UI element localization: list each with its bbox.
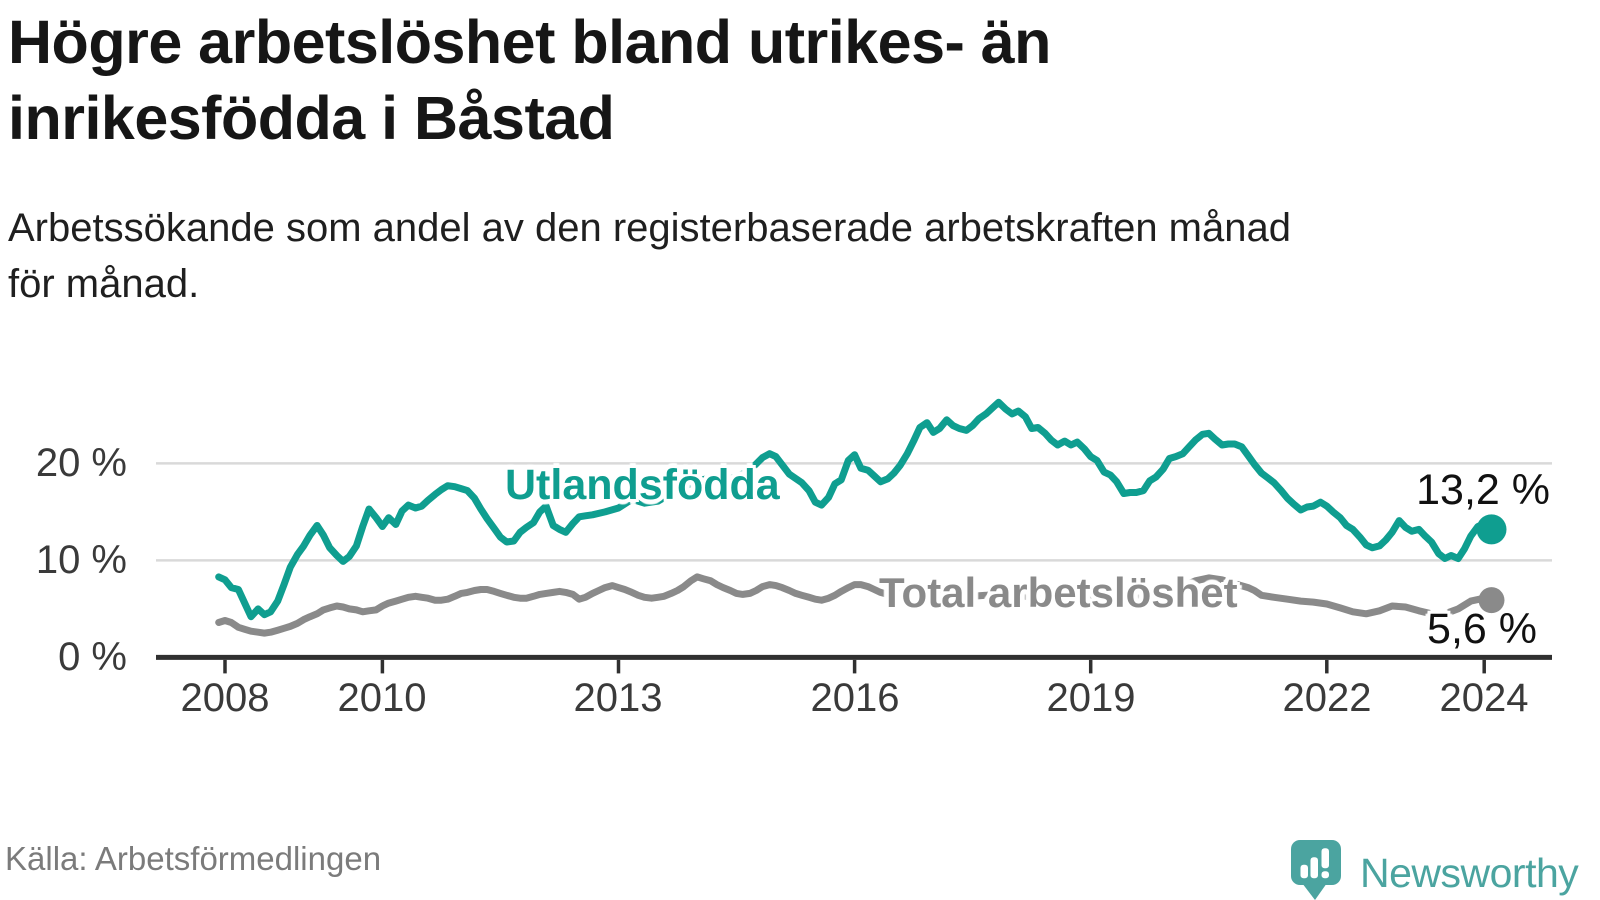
y-tick-label-0: 0 %	[58, 635, 127, 679]
newsworthy-logo-text: Newsworthy	[1360, 850, 1579, 896]
newsworthy-logo-icon	[1291, 840, 1341, 900]
source-attribution: Källa: Arbetsförmedlingen	[5, 840, 382, 877]
x-tick-label-2019: 2019	[1046, 676, 1136, 720]
x-tick-label-2010: 2010	[337, 676, 427, 720]
x-tick-label-2016: 2016	[810, 676, 900, 720]
page-subtitle-line-2: för månad.	[8, 262, 200, 306]
newsworthy-logo: Newsworthy	[1288, 836, 1600, 900]
page-title-line-1: Högre arbetslöshet bland utrikes- än	[8, 8, 1051, 76]
series-end-dot-0	[1476, 514, 1507, 545]
series-label-total-arbetsloshet: Total arbetslöshet	[879, 569, 1238, 616]
x-tick-label-2022: 2022	[1282, 676, 1372, 720]
page-subtitle-line-1: Arbetssökande som andel av den registerb…	[8, 206, 1291, 250]
series-line-0	[215, 398, 1494, 621]
y-tick-label-20: 20 %	[35, 441, 127, 485]
page-title-line-2: inrikesfödda i Båstad	[8, 84, 615, 152]
series-end-dot-1	[1478, 587, 1505, 614]
y-tick-label-10: 10 %	[35, 538, 127, 582]
series-line-1	[215, 573, 1494, 637]
end-value-utlandsfodda: 13,2 %	[1416, 466, 1550, 514]
end-value-total-arbetsloshet: 5,6 %	[1427, 605, 1537, 653]
x-tick-label-2013: 2013	[573, 676, 663, 720]
x-tick-label-2024: 2024	[1439, 676, 1529, 720]
x-tick-label-2008: 2008	[180, 676, 270, 720]
series-label-utlandsfodda: Utlandsfödda	[505, 461, 780, 509]
